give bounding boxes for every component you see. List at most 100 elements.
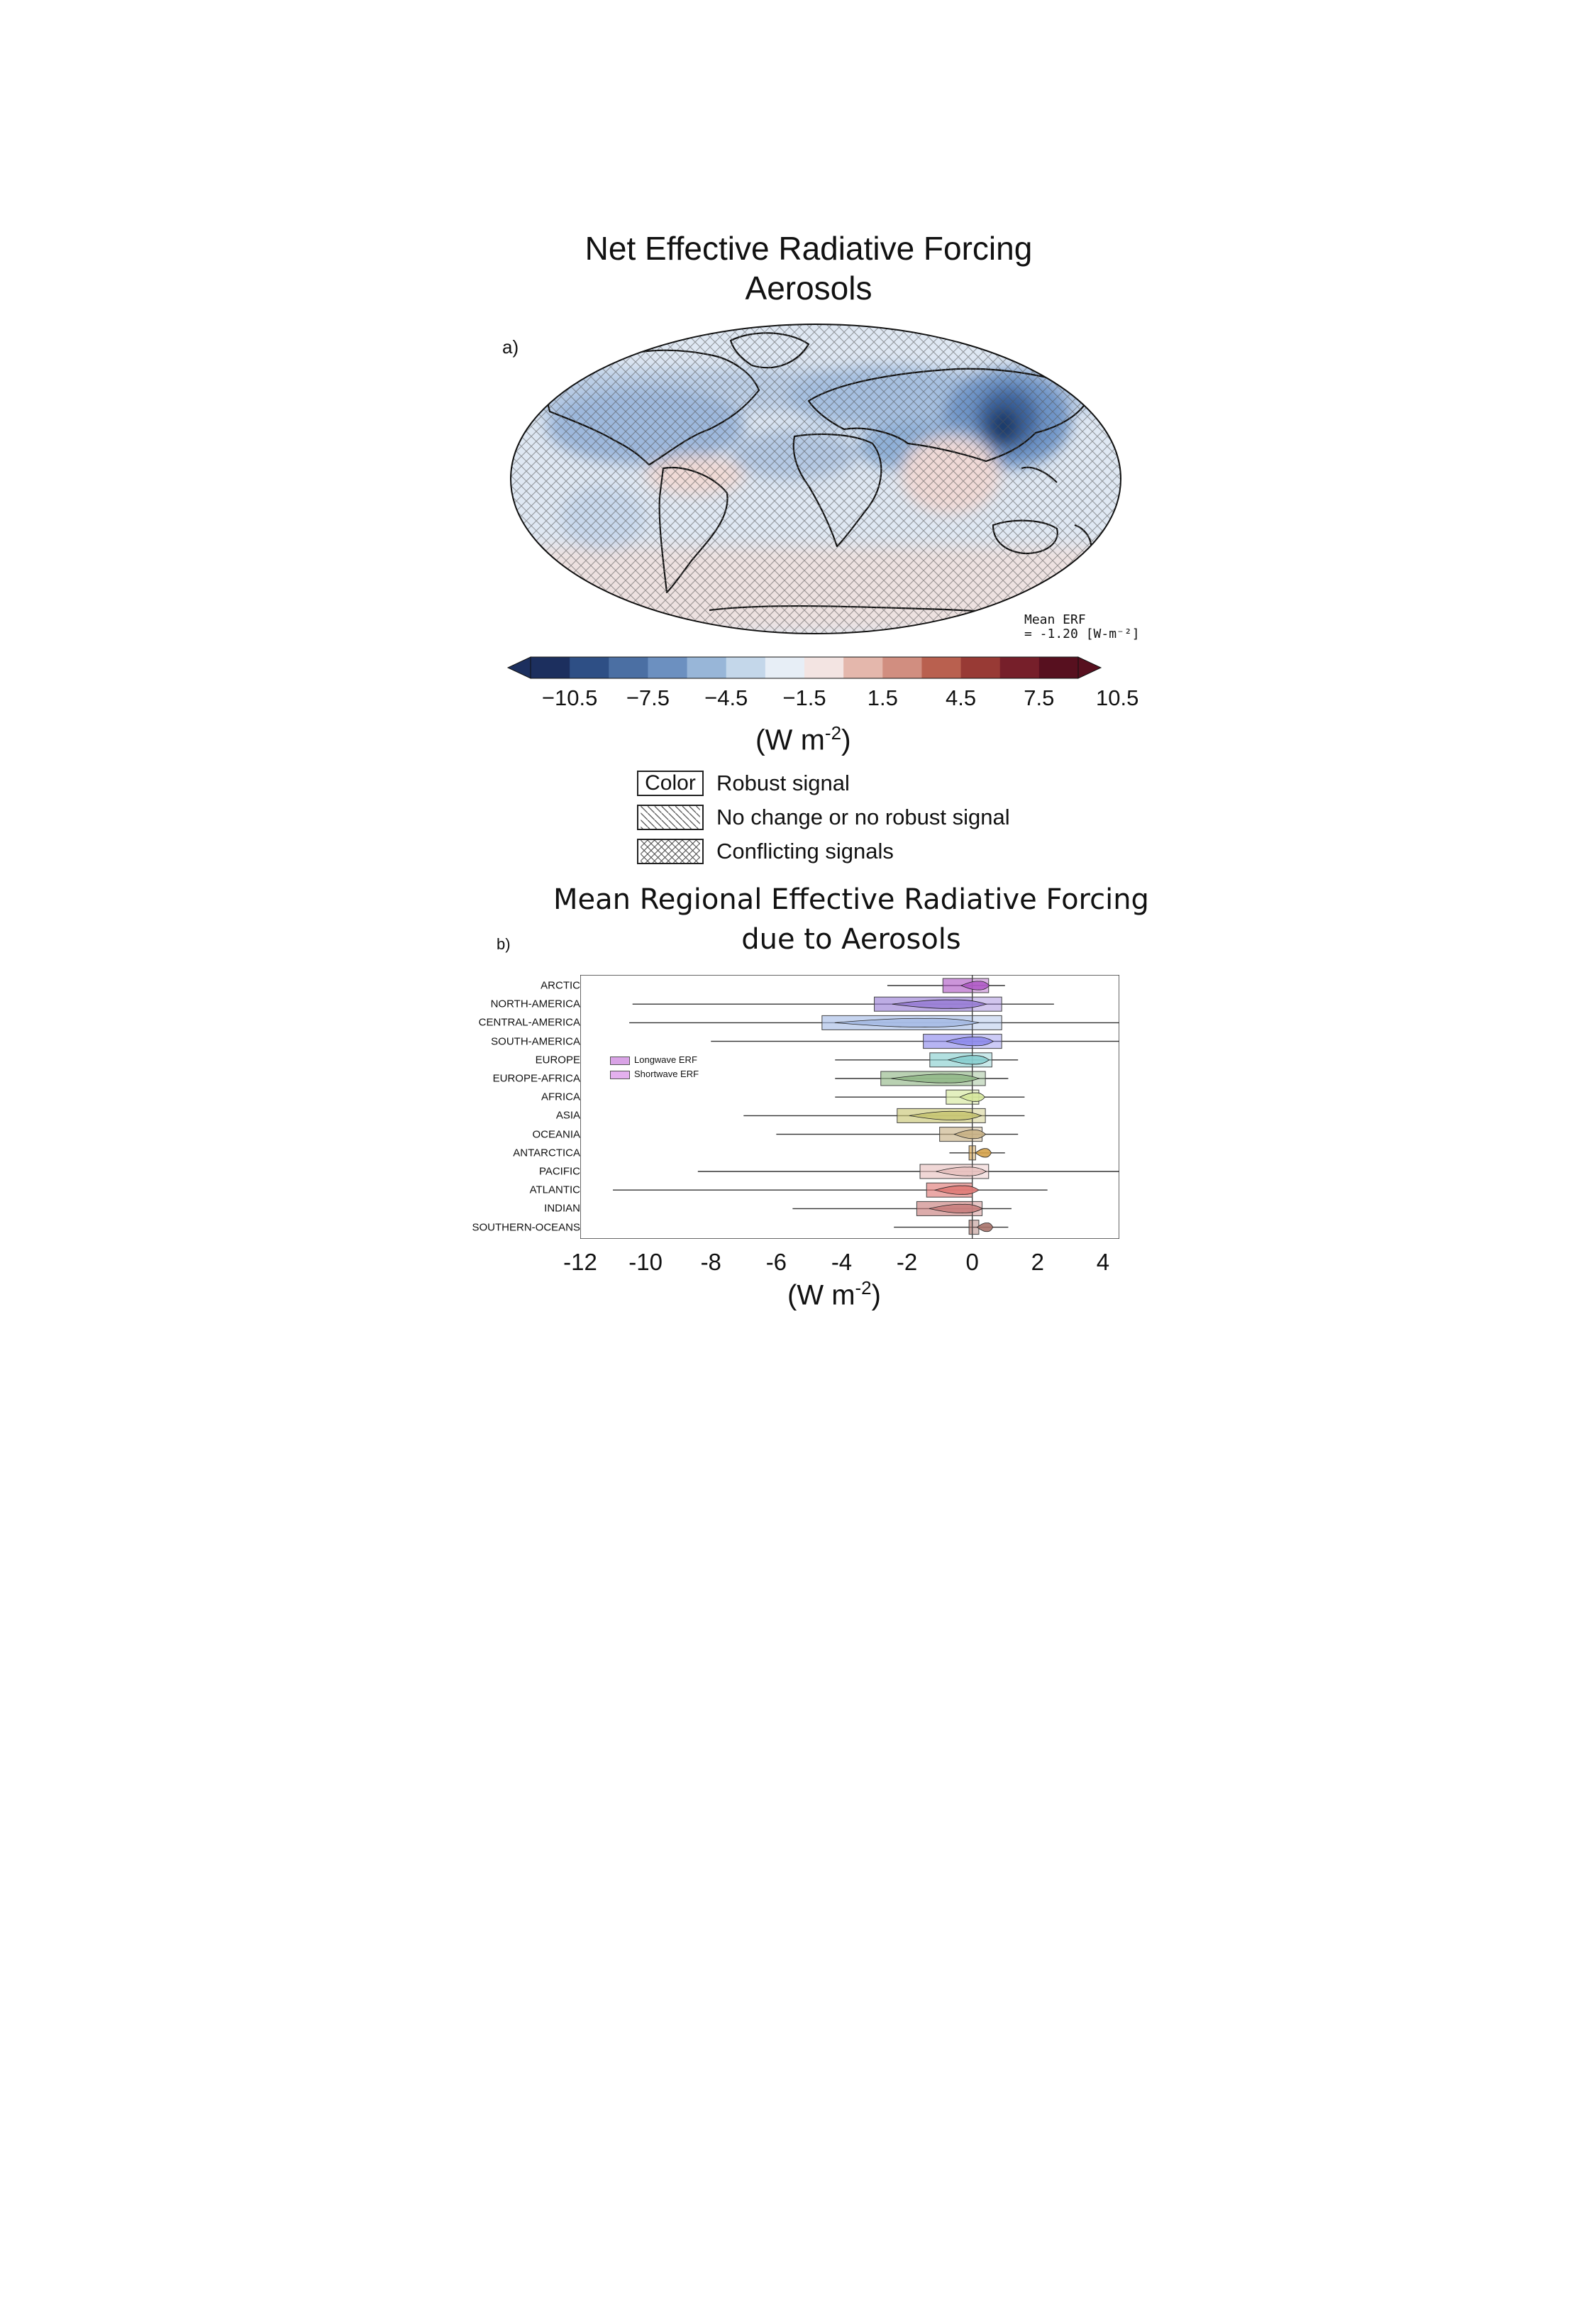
- legend-color-box: Color: [637, 771, 704, 796]
- legend-robust-text: Robust signal: [716, 771, 850, 795]
- region-label-europe-africa: EUROPE-AFRICA: [492, 1072, 580, 1085]
- colorbar-cell: [921, 657, 962, 678]
- region-label-africa: AFRICA: [541, 1091, 580, 1103]
- shortwave-swatch: [610, 1070, 630, 1079]
- panel-a-title-line1: Net Effective Radiative Forcing: [584, 230, 1033, 267]
- distribution-violin: [959, 1092, 986, 1102]
- colorbar-extend-high: [1077, 656, 1102, 679]
- distribution-violin: [892, 999, 987, 1009]
- legend-longwave: Longwave ERF: [610, 1054, 697, 1065]
- panel-a-unit: (W m-2): [755, 722, 851, 757]
- panel-b-unit-sup: -2: [855, 1277, 872, 1298]
- distribution-violin: [936, 1166, 987, 1176]
- region-label-central-america: CENTRAL-AMERICA: [478, 1016, 580, 1029]
- panel-a-unit-close: ): [841, 723, 851, 756]
- panel-b-unit-close: ): [871, 1279, 881, 1311]
- colorbar-cell: [531, 657, 570, 678]
- region-label-pacific: PACIFIC: [538, 1165, 580, 1178]
- colorbar-tick-label: −7.5: [626, 685, 670, 710]
- colorbar: [506, 656, 1102, 679]
- panel-a-label: a): [502, 336, 519, 358]
- x-tick-label: -4: [831, 1249, 853, 1275]
- colorbar-cell: [960, 657, 1001, 678]
- x-tick-label: 4: [1096, 1249, 1110, 1275]
- distribution-violin: [929, 1203, 983, 1213]
- distribution-violin: [834, 1017, 980, 1027]
- panel-a-unit-main: (W m: [755, 723, 825, 756]
- x-tick-label: -8: [700, 1249, 721, 1275]
- colorbar-tick-label: 4.5: [946, 685, 977, 710]
- plot-frame: [580, 975, 1119, 1239]
- x-tick-label: -6: [765, 1249, 787, 1275]
- legend-no-change-text: No change or no robust signal: [716, 805, 1010, 829]
- distribution-violin: [976, 1223, 994, 1232]
- distribution-violin: [947, 1055, 990, 1065]
- x-tick-label: -12: [563, 1249, 597, 1275]
- panel-b-title-line2: due to Aerosols: [741, 923, 961, 956]
- legend-shortwave: Shortwave ERF: [610, 1069, 699, 1079]
- distribution-violin: [960, 981, 990, 991]
- colorbar-tick-label: −4.5: [704, 685, 748, 710]
- legend-shortwave-text: Shortwave ERF: [634, 1069, 699, 1079]
- colorbar-outline: [530, 656, 1079, 679]
- mean-erf-line1: Mean ERF: [1024, 612, 1086, 627]
- distribution-violin: [933, 1185, 980, 1195]
- panel-b-unit: (W m-2): [787, 1277, 881, 1311]
- region-label-southern-oceans: SOUTHERN-OCEANS: [472, 1221, 580, 1234]
- region-label-europe: EUROPE: [535, 1054, 580, 1066]
- longwave-swatch: [610, 1056, 630, 1065]
- panel-a-title: Net Effective Radiative Forcing Aerosols: [497, 228, 1121, 308]
- legend-color-text: Color: [645, 771, 696, 795]
- shortwave-bar: [968, 1145, 973, 1161]
- distribution-violin: [953, 1130, 987, 1140]
- region-label-antarctica: ANTARCTICA: [513, 1147, 580, 1159]
- colorbar-cell: [882, 657, 922, 678]
- colorbar-tick-label: −1.5: [782, 685, 826, 710]
- panel-a-unit-sup: -2: [824, 722, 842, 744]
- panel-a-title-line2: Aerosols: [745, 270, 872, 307]
- panel-b-label: b): [497, 935, 511, 953]
- distribution-violin: [946, 1037, 994, 1047]
- x-tick-label: -2: [896, 1249, 918, 1275]
- region-label-asia: ASIA: [555, 1109, 580, 1122]
- shortwave-bar: [968, 1220, 973, 1235]
- panel-b-title: Mean Regional Effective Radiative Forcin…: [539, 880, 1163, 959]
- legend-longwave-text: Longwave ERF: [634, 1054, 697, 1065]
- x-tick-label: -10: [628, 1249, 663, 1275]
- colorbar-cell: [999, 657, 1040, 678]
- region-label-arctic: ARCTIC: [541, 979, 580, 992]
- mean-erf-note: Mean ERF = -1.20 [W-m⁻²]: [1024, 613, 1140, 641]
- colorbar-extend-low: [506, 656, 531, 679]
- colorbar-cell: [804, 657, 844, 678]
- distribution-violin: [909, 1110, 982, 1120]
- colorbar-cell: [609, 657, 648, 678]
- colorbar-tick-label: 1.5: [867, 685, 898, 710]
- colorbar-tick-label: −10.5: [541, 685, 598, 710]
- colorbar-cell: [726, 657, 766, 678]
- colorbar-cell: [765, 657, 805, 678]
- region-labels: ARCTIC NORTH-AMERICA CENTRAL-AMERICA SOUTH-…: [426, 975, 580, 1239]
- colorbar-cell: [570, 657, 609, 678]
- region-label-indian: INDIAN: [544, 1202, 580, 1215]
- x-tick-label: 0: [965, 1249, 979, 1275]
- region-label-north-america: NORTH-AMERICA: [490, 998, 580, 1010]
- diagonal-hatch-swatch: [637, 805, 704, 830]
- colorbar-cell: [1038, 657, 1079, 678]
- cross-hatch-swatch: [637, 839, 704, 864]
- mean-erf-line2: = -1.20 [W-m⁻²]: [1024, 627, 1140, 641]
- colorbar-cell: [687, 657, 727, 678]
- regional-erf-plot: [580, 975, 1119, 1239]
- distribution-violin: [975, 1148, 992, 1158]
- x-tick-label: 2: [1031, 1249, 1045, 1275]
- world-map: [510, 324, 1121, 634]
- colorbar-tick-label: 10.5: [1095, 685, 1139, 710]
- colorbar-cell: [843, 657, 883, 678]
- colorbar-tick-label: 7.5: [1024, 685, 1055, 710]
- legend-conflicting-text: Conflicting signals: [716, 839, 894, 864]
- panel-b-unit-main: (W m: [787, 1279, 855, 1311]
- region-label-south-america: SOUTH-AMERICA: [491, 1035, 580, 1048]
- region-label-oceania: OCEANIA: [532, 1128, 580, 1141]
- colorbar-cell: [648, 657, 688, 678]
- region-label-atlantic: ATLANTIC: [529, 1184, 580, 1196]
- distribution-violin: [891, 1074, 980, 1083]
